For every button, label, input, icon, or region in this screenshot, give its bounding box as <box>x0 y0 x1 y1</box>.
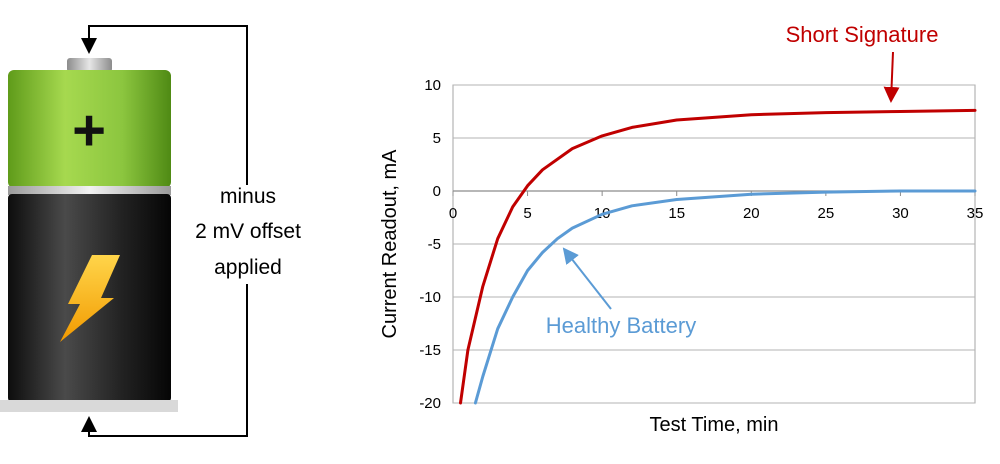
x-tick-label: 35 <box>967 205 984 222</box>
x-axis: 0 5 10 15 20 25 30 35 <box>449 190 984 222</box>
battery-plus-symbol: + <box>72 98 106 163</box>
x-tick-label: 5 <box>523 205 531 222</box>
lightning-bolt-icon <box>60 255 120 342</box>
offset-note-line-1: minus <box>220 185 276 208</box>
healthy-battery-annotation: Healthy Battery <box>546 313 696 338</box>
x-tick-label: 15 <box>668 205 685 222</box>
offset-note-line-2: 2 mV offset <box>195 220 301 243</box>
y-tick-label: -5 <box>428 236 441 253</box>
battery-band <box>8 186 171 195</box>
x-tick-label: 25 <box>818 205 835 222</box>
y-axis: 10 5 0 -5 -10 -15 -20 <box>419 77 441 412</box>
short-signature-annotation: Short Signature <box>786 22 939 47</box>
series-lines <box>459 108 977 405</box>
y-tick-label: 5 <box>433 130 441 147</box>
y-tick-label: -20 <box>419 395 441 412</box>
circuit-wire <box>81 25 248 437</box>
y-tick-label: 10 <box>424 77 441 94</box>
current-readout-chart: 0 5 10 15 20 25 30 35 10 5 0 -5 -10 -15 -20 Test Time… <box>379 22 983 436</box>
y-tick-label: -10 <box>419 289 441 306</box>
x-tick-label: 30 <box>892 205 909 222</box>
battery-top-section <box>8 70 171 188</box>
battery-illustration: + <box>0 58 178 412</box>
series-line-short-signature <box>459 108 977 405</box>
wire-bottom <box>81 284 248 437</box>
x-tick-label: 20 <box>743 205 760 222</box>
battery-base <box>0 400 178 412</box>
y-axis-label: Current Readout, mA <box>379 149 401 339</box>
series-line-healthy-battery <box>473 189 977 405</box>
x-tick-label: 0 <box>449 205 457 222</box>
offset-note: minus 2 mV offset applied <box>195 185 301 279</box>
healthy-battery-arrow <box>562 247 612 310</box>
x-axis-label: Test Time, min <box>650 414 779 436</box>
offset-note-line-3: applied <box>214 256 282 279</box>
y-tick-label: -15 <box>419 342 441 359</box>
battery-cap <box>67 58 112 72</box>
wire-top <box>81 25 248 185</box>
y-tick-label: 0 <box>433 183 441 200</box>
short-signature-arrow <box>883 51 900 103</box>
